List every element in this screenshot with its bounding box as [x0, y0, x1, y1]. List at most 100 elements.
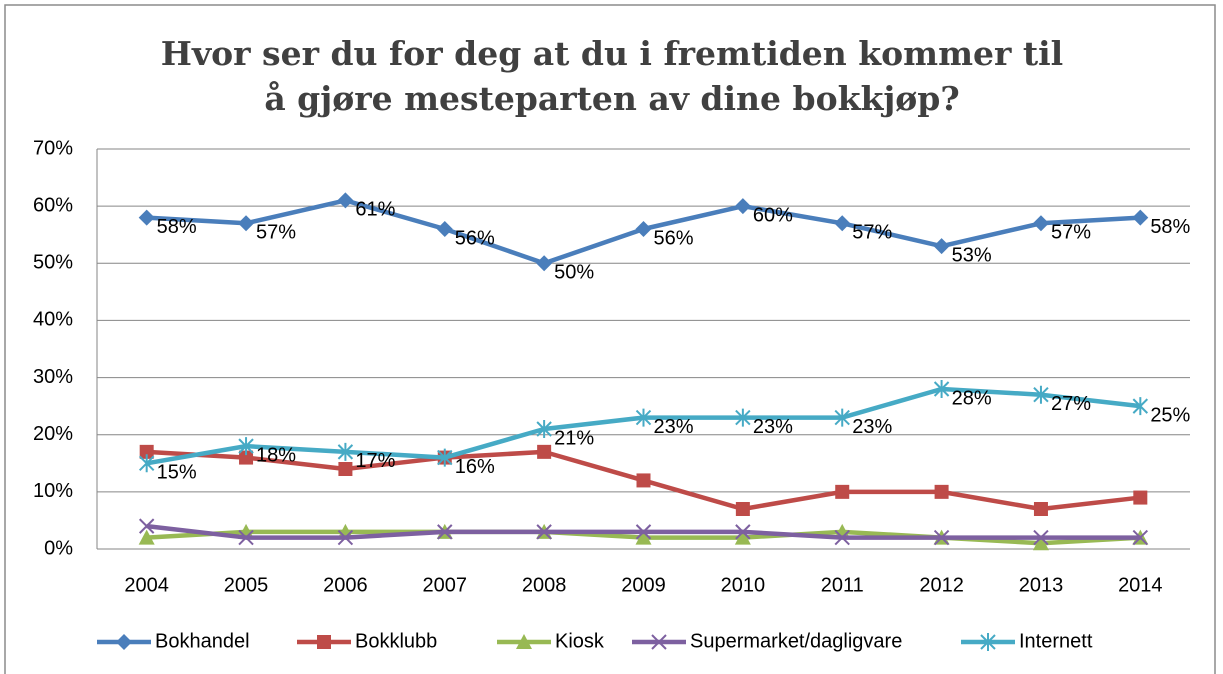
data-point [537, 444, 552, 459]
data-point [138, 454, 155, 473]
data-point [735, 408, 751, 427]
data-point [337, 192, 354, 209]
data-point [1132, 209, 1149, 226]
data-point [834, 529, 850, 546]
data-point [1032, 535, 1049, 551]
data-point [437, 448, 453, 467]
data-label: 53% [952, 244, 992, 266]
data-label: 57% [256, 222, 296, 244]
data-point [238, 215, 255, 232]
data-point [1032, 215, 1049, 232]
data-point [436, 221, 453, 237]
data-label: 23% [654, 416, 694, 438]
data-label: 50% [554, 262, 594, 284]
data-label: 23% [753, 416, 793, 438]
data-label: 57% [1051, 222, 1091, 244]
x-tick-label: 2012 [919, 574, 964, 596]
data-label: 25% [1150, 404, 1190, 426]
y-tick-label: 60% [33, 194, 73, 216]
data-point [536, 420, 552, 438]
data-point [337, 529, 354, 546]
data-point [1033, 529, 1049, 546]
data-point [138, 209, 155, 226]
y-tick-label: 10% [33, 480, 73, 502]
data-point [238, 437, 254, 456]
data-point [735, 502, 750, 516]
x-tick-label: 2010 [721, 574, 766, 596]
data-label: 16% [455, 456, 495, 478]
x-tick-label: 2004 [124, 574, 169, 596]
data-point [635, 408, 652, 427]
y-tick-label: 50% [33, 252, 73, 274]
data-point [636, 473, 651, 488]
legend-label: Bokklubb [355, 630, 437, 652]
legend-marker [516, 634, 532, 649]
x-tick-label: 2009 [621, 574, 666, 596]
data-label: 61% [355, 199, 395, 221]
data-label: 28% [952, 387, 992, 409]
chart-border [4, 4, 1216, 674]
data-label: 58% [157, 216, 197, 238]
data-point [933, 529, 950, 546]
data-point [139, 444, 154, 459]
y-tick-label: 70% [33, 137, 73, 159]
data-point [536, 524, 552, 540]
data-point [635, 221, 652, 237]
data-point [437, 524, 453, 540]
data-point [1132, 397, 1149, 416]
legend-label: Internett [1019, 630, 1093, 652]
data-point [735, 524, 751, 540]
data-label: 60% [753, 204, 793, 226]
x-tick-label: 2006 [323, 574, 368, 596]
data-point [734, 198, 751, 215]
data-label: 57% [852, 222, 892, 244]
y-tick-label: 0% [44, 537, 73, 559]
chart-title: Hvor ser du for deg at du i fremtiden ko… [161, 34, 1063, 73]
legend-marker [980, 633, 996, 651]
data-point [138, 518, 155, 534]
x-tick-label: 2014 [1118, 574, 1163, 596]
data-point [138, 529, 155, 545]
data-label: 56% [455, 227, 495, 249]
data-point [337, 442, 354, 461]
data-point [1132, 529, 1149, 546]
x-tick-label: 2011 [821, 574, 864, 596]
data-point [834, 408, 850, 427]
data-label: 58% [1150, 216, 1190, 238]
data-label: 56% [654, 227, 694, 249]
data-label: 15% [157, 462, 197, 484]
data-point [934, 484, 949, 499]
y-tick-label: 20% [33, 423, 73, 445]
data-point [834, 215, 851, 232]
data-label: 18% [256, 444, 296, 466]
legend-label: Supermarket/dagligvare [690, 630, 902, 652]
legend-label: Bokhandel [155, 630, 250, 652]
legend-label: Kiosk [555, 630, 605, 652]
data-point [239, 450, 254, 465]
data-point [1033, 502, 1048, 516]
data-label: 27% [1051, 393, 1091, 415]
data-point [835, 484, 850, 499]
data-point [933, 380, 950, 398]
data-point [933, 238, 950, 255]
data-label: 21% [554, 427, 594, 449]
y-tick-label: 30% [33, 366, 73, 388]
data-point [536, 255, 553, 272]
data-point [1133, 490, 1148, 505]
data-point [338, 462, 353, 476]
x-tick-label: 2005 [224, 574, 269, 596]
data-point [734, 529, 751, 545]
x-tick-label: 2013 [1019, 574, 1064, 596]
legend-marker [651, 634, 667, 650]
legend-marker [116, 634, 132, 650]
x-tick-label: 2008 [522, 574, 567, 596]
legend-marker [317, 635, 331, 649]
data-label: 17% [355, 450, 395, 472]
data-point [238, 529, 254, 546]
chart-title: å gjøre mesteparten av dine bokkjøp? [264, 79, 959, 118]
y-tick-label: 40% [33, 309, 73, 331]
data-point [1033, 385, 1049, 404]
x-tick-label: 2007 [423, 574, 468, 596]
